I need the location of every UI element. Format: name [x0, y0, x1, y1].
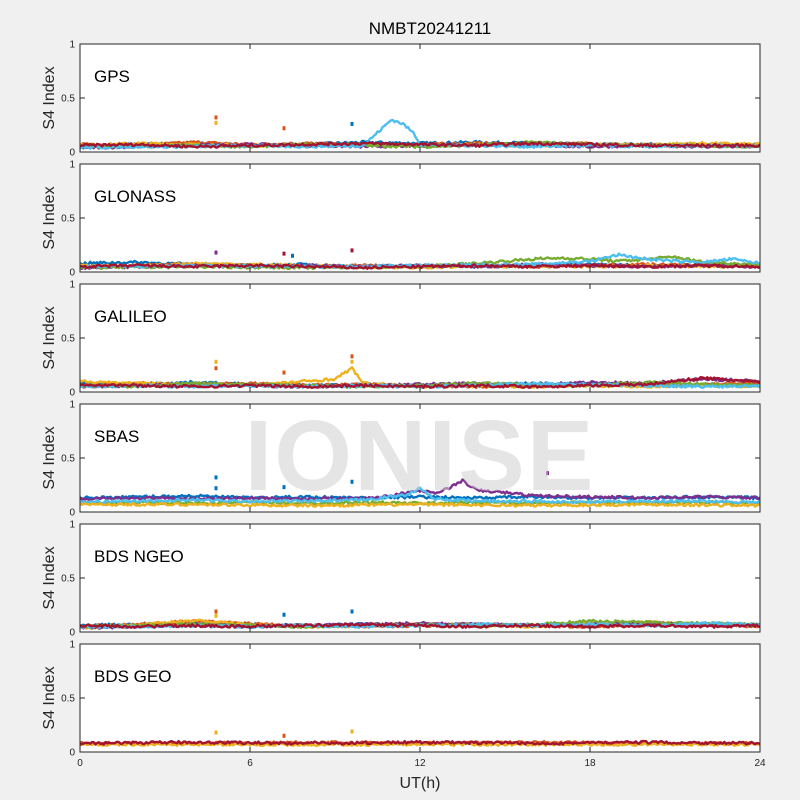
outlier-point — [282, 485, 286, 490]
outlier-point — [350, 248, 354, 253]
y-axis-label: S4 Index — [41, 546, 58, 609]
series-line — [80, 739, 760, 746]
panel-sbas: 0 0.5 1 S4 Index SBAS — [41, 400, 761, 519]
outlier-point — [214, 120, 218, 125]
y-axis-label: S4 Index — [41, 186, 58, 249]
y-axis-label: S4 Index — [41, 426, 58, 489]
plot-area — [80, 404, 760, 512]
plot-area — [80, 44, 760, 152]
panel-galileo: 0 0.5 1 S4 Index GALILEO — [41, 280, 761, 399]
outlier-point — [350, 359, 354, 364]
plot-area — [80, 524, 760, 632]
outlier-point — [350, 609, 354, 614]
outlier-point — [282, 251, 286, 256]
y-tick-label: 0.5 — [61, 454, 75, 465]
panel-label: BDS GEO — [94, 667, 171, 686]
series-group — [80, 471, 760, 508]
outlier-point — [291, 253, 294, 258]
outlier-point — [546, 471, 549, 476]
outlier-point — [214, 609, 218, 614]
outlier-point — [214, 613, 218, 618]
y-tick-label: 0.5 — [61, 694, 75, 705]
series-line — [80, 622, 760, 629]
series-group — [80, 609, 760, 630]
series-line — [80, 502, 760, 508]
outlier-point — [350, 121, 354, 126]
outlier-point — [214, 359, 218, 364]
outlier-point — [214, 486, 218, 491]
outlier-point — [350, 354, 354, 359]
series-group — [80, 115, 760, 150]
outlier-point — [214, 366, 218, 371]
y-tick-label: 0 — [69, 508, 75, 519]
panel-label: SBAS — [94, 427, 139, 446]
y-tick-label: 0.5 — [61, 214, 75, 225]
panel-bds-ngeo: 0 0.5 1 S4 Index BDS NGEO — [41, 520, 761, 639]
plot-area — [80, 164, 760, 272]
series-line — [80, 486, 760, 505]
y-axis-label: S4 Index — [41, 306, 58, 369]
chart-title: NMBT20241211 — [369, 19, 492, 38]
panel-label: BDS NGEO — [94, 547, 184, 566]
outlier-point — [350, 729, 354, 734]
outlier-point — [350, 479, 354, 484]
x-axis-label: UT(h) — [400, 775, 441, 792]
panel-label: GALILEO — [94, 307, 167, 326]
panel-label: GLONASS — [94, 187, 176, 206]
y-tick-label: 1 — [69, 400, 75, 411]
y-tick-label: 1 — [69, 520, 75, 531]
y-axis-label: S4 Index — [41, 66, 58, 129]
y-tick-label: 0.5 — [61, 334, 75, 345]
y-tick-label: 1 — [69, 40, 75, 51]
plot-area — [80, 284, 760, 392]
outlier-point — [282, 370, 286, 375]
outlier-point — [214, 475, 218, 480]
outlier-point — [214, 115, 218, 120]
series-group — [80, 729, 760, 747]
series-line — [80, 376, 760, 389]
outlier-point — [282, 612, 286, 617]
y-tick-label: 0.5 — [61, 94, 75, 105]
x-tick-label: 18 — [584, 758, 596, 769]
y-tick-label: 1 — [69, 280, 75, 291]
series-line — [80, 252, 760, 269]
y-tick-label: 1 — [69, 640, 75, 651]
y-tick-label: 0 — [69, 388, 75, 399]
x-tick-label: 24 — [754, 758, 766, 769]
panel-gps: 0 0.5 1 S4 Index GPS — [41, 40, 761, 159]
series-group — [80, 248, 760, 271]
outlier-point — [282, 126, 286, 131]
x-tick-label: 12 — [414, 758, 426, 769]
series-line — [80, 141, 760, 149]
y-tick-label: 0 — [69, 148, 75, 159]
series-group — [80, 354, 760, 390]
panel-label: GPS — [94, 67, 130, 86]
x-tick-label: 0 — [77, 758, 83, 769]
y-tick-label: 0 — [69, 748, 75, 759]
panel-glonass: 0 0.5 1 S4 Index GLONASS — [41, 160, 761, 279]
y-axis-label: S4 Index — [41, 666, 58, 729]
outlier-point — [214, 730, 218, 735]
plot-area — [80, 644, 760, 752]
series-line — [80, 741, 760, 747]
watermark: IONISE — [245, 400, 596, 512]
y-tick-label: 0 — [69, 628, 75, 639]
y-tick-label: 0 — [69, 268, 75, 279]
panel-bds-geo: 0 0.5 1 S4 Index BDS GEO 0 6 12 18 24 — [41, 640, 766, 770]
y-tick-label: 1 — [69, 160, 75, 171]
y-tick-label: 0.5 — [61, 574, 75, 585]
x-tick-label: 6 — [247, 758, 253, 769]
outlier-point — [282, 733, 286, 738]
series-line — [80, 263, 760, 270]
outlier-point — [214, 250, 218, 255]
panels: 0 0.5 1 S4 Index GPS 0 0.5 1 S4 Index GLONASS 0 0.5… — [41, 40, 766, 770]
